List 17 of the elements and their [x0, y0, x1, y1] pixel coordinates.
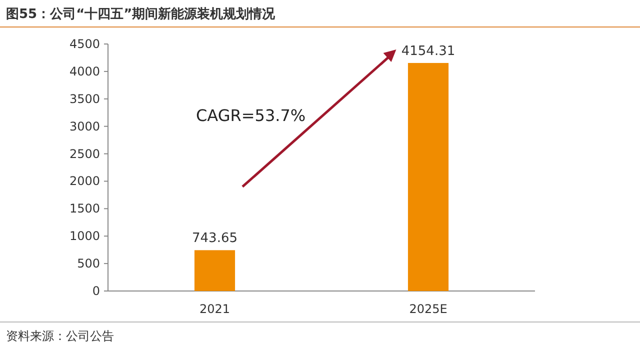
text: 资料来源：公司公告 [6, 329, 114, 343]
y-tick-label: 2500 [69, 146, 100, 161]
y-tick-label: 3500 [69, 92, 100, 106]
y-tick-label: 2000 [69, 174, 100, 188]
y-tick-label: 3000 [69, 119, 100, 134]
data-label: 4154.31 [401, 44, 456, 59]
x-tick-label: 2021 [199, 302, 230, 316]
y-tick-label: 4000 [69, 64, 100, 78]
y-tick-label: 1000 [69, 229, 100, 244]
x-tick-label: 2025E [409, 302, 448, 316]
annotation: CAGR=53.7% [196, 106, 306, 125]
y-tick-label: 500 [77, 256, 100, 271]
data-label: 743.65 [192, 231, 238, 246]
chart-title: 图55：公司“十四五”期间新能源装机规划情况 [6, 6, 276, 22]
y-tick-label: 4500 [69, 37, 100, 51]
y-tick-label: 1500 [69, 202, 100, 216]
y-tick-label: 0 [92, 284, 100, 298]
